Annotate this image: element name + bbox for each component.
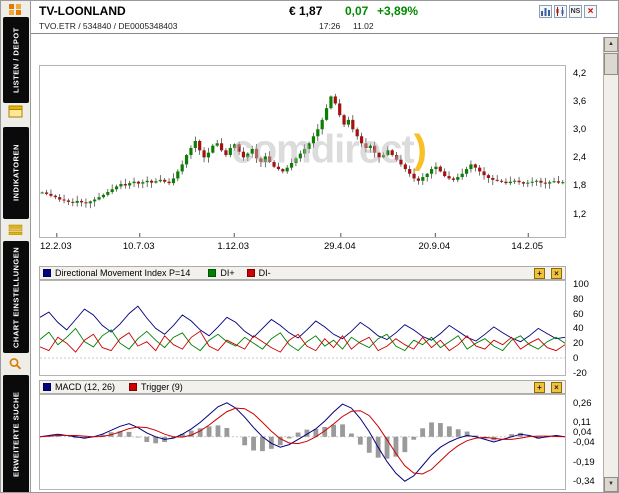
- y-axis-label: 80: [573, 293, 584, 305]
- macd-color-chip: [43, 383, 51, 391]
- bar-chart-icon[interactable]: [539, 5, 552, 18]
- dmi-lines-svg: [39, 305, 566, 359]
- last-price: € 1,87: [289, 4, 323, 18]
- y-axis-label: 0: [573, 352, 579, 364]
- quote-date: 11.02: [353, 21, 374, 31]
- price-chart[interactable]: comdirect): [39, 65, 566, 238]
- dmi-title: Directional Movement Index P=14: [55, 268, 191, 278]
- adx-color-chip: [43, 269, 51, 277]
- scroll-down-icon[interactable]: ▼: [604, 477, 618, 492]
- di-minus-color-chip: [246, 269, 255, 277]
- vertical-scrollbar[interactable]: ▲ ▼: [603, 37, 618, 492]
- price-y-axis: 4,2 3,6 3,0 2,4 1,8 1,2: [570, 65, 606, 238]
- price-x-axis: 12.2.03 10.7.03 1.12.03 29.4.04 20.9.04 14.2.…: [39, 241, 566, 253]
- sidebar-tab-indikatoren[interactable]: INDIKATOREN: [3, 127, 29, 219]
- candle-chart-icon[interactable]: [554, 5, 567, 18]
- y-axis-label: 4,2: [573, 68, 587, 80]
- sidebar-tab-erweiterte-suche[interactable]: ERWEITERTE SUCHE: [3, 375, 29, 492]
- y-axis-label: -20: [573, 367, 587, 379]
- x-axis-label: 14.2.05: [511, 241, 544, 252]
- instrument-symbol-line: TVO.ETR / 534840 / DE0005348403: [39, 21, 178, 31]
- di-plus-color-chip: [208, 269, 217, 277]
- macd-y-axis: 0,26 0,11 0,04 -0,04 -0,19 -0,34: [570, 394, 606, 490]
- macd-chart[interactable]: [39, 394, 566, 490]
- y-axis-label: 1,2: [573, 208, 587, 220]
- window-icon[interactable]: [8, 105, 23, 118]
- scroll-up-icon[interactable]: ▲: [604, 37, 618, 52]
- x-axis-label: 29.4.04: [323, 241, 356, 252]
- sliders-icon[interactable]: [8, 223, 23, 236]
- y-axis-label: -0,34: [573, 476, 595, 488]
- quote-time: 17:26: [319, 21, 341, 31]
- y-axis-label: 1,8: [573, 180, 587, 192]
- di-plus-label: DI+: [220, 268, 235, 278]
- y-axis-label: -0,04: [573, 437, 595, 448]
- instrument-header: TV-LOONLAND TVO.ETR / 534840 / DE0005348…: [31, 1, 618, 34]
- close-icon[interactable]: ×: [584, 5, 597, 18]
- change-percent: +3,89%: [377, 4, 419, 18]
- y-axis-label: -0,19: [573, 456, 595, 468]
- bar-chart-glyph: [541, 8, 550, 16]
- change-absolute: 0,07: [345, 4, 369, 18]
- sidebar-tab-listen-depot[interactable]: LISTEN / DEPOT: [3, 17, 29, 103]
- y-axis-label: 40: [573, 323, 584, 335]
- y-axis-label: 2,4: [573, 152, 587, 164]
- x-axis-label: 1.12.03: [217, 241, 250, 252]
- y-axis-label: 100: [573, 278, 589, 290]
- trigger-label: Trigger (9): [141, 382, 183, 392]
- y-axis-label: 20: [573, 338, 584, 350]
- y-axis-label: 60: [573, 308, 584, 320]
- price-candles-svg: [40, 93, 565, 237]
- candle-chart-glyph: [556, 7, 564, 16]
- macd-panel-header: MACD (12, 26) Trigger (9) + ×: [39, 380, 566, 394]
- dmi-y-axis: 100 80 60 40 20 0 -20: [570, 278, 606, 379]
- dmi-panel-header: Directional Movement Index P=14 DI+ DI- …: [39, 266, 566, 280]
- di-minus-label: DI-: [258, 268, 271, 278]
- trigger-color-chip: [129, 383, 138, 391]
- dmi-chart[interactable]: [39, 280, 566, 376]
- y-axis-label: 0,04: [573, 426, 592, 438]
- macd-title: MACD (12, 26): [55, 382, 116, 392]
- magnifier-icon[interactable]: [8, 357, 23, 370]
- x-axis-label: 12.2.03: [39, 241, 72, 252]
- dmi-settings-icon[interactable]: +: [534, 267, 545, 279]
- sidebar: LISTEN / DEPOT INDIKATOREN CHART EINSTEL…: [1, 1, 31, 492]
- scrollbar-thumb[interactable]: [604, 53, 618, 75]
- sidebar-tab-chart-einstellungen[interactable]: CHART EINSTELLUNGEN: [3, 241, 29, 353]
- macd-close-icon[interactable]: ×: [551, 381, 562, 393]
- macd-settings-icon[interactable]: +: [534, 381, 545, 393]
- y-axis-label: 0,11: [573, 417, 591, 429]
- dmi-close-icon[interactable]: ×: [551, 267, 562, 279]
- x-axis-label: 20.9.04: [418, 241, 451, 252]
- news-icon[interactable]: NS: [569, 5, 582, 18]
- y-axis-label: 0,26: [573, 397, 592, 409]
- x-axis-label: 10.7.03: [122, 241, 155, 252]
- y-axis-label: 3,0: [573, 124, 587, 136]
- macd-lines-svg: [39, 402, 566, 482]
- instrument-title: TV-LOONLAND: [39, 4, 126, 18]
- y-axis-label: 3,6: [573, 96, 587, 108]
- app-icon: [9, 4, 21, 15]
